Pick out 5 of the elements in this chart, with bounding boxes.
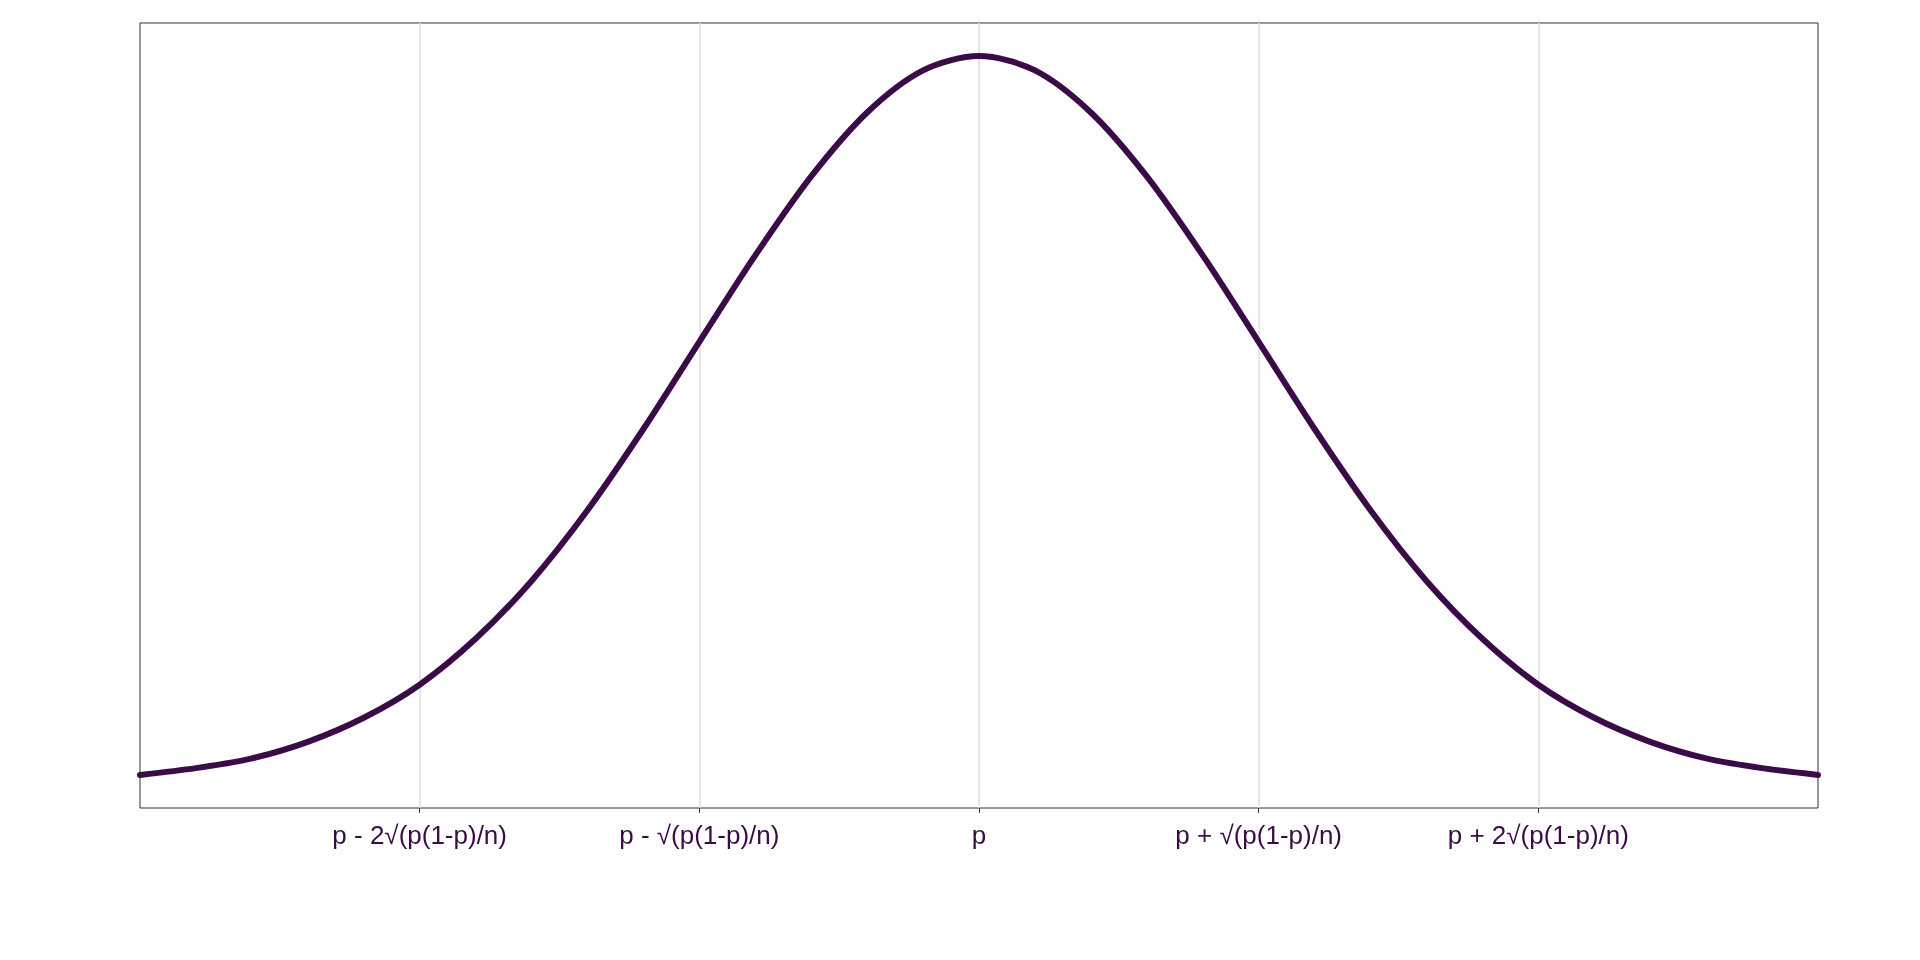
x-tick-label: p bbox=[971, 820, 987, 850]
x-tick-label: p + √(p(1-p)/n) bbox=[1175, 820, 1343, 850]
x-tick-label: p - 2√(p(1-p)/n) bbox=[332, 820, 507, 850]
x-tick-label: p - √(p(1-p)/n) bbox=[619, 820, 780, 850]
x-tick-label: p + 2√(p(1-p)/n) bbox=[1447, 820, 1629, 850]
